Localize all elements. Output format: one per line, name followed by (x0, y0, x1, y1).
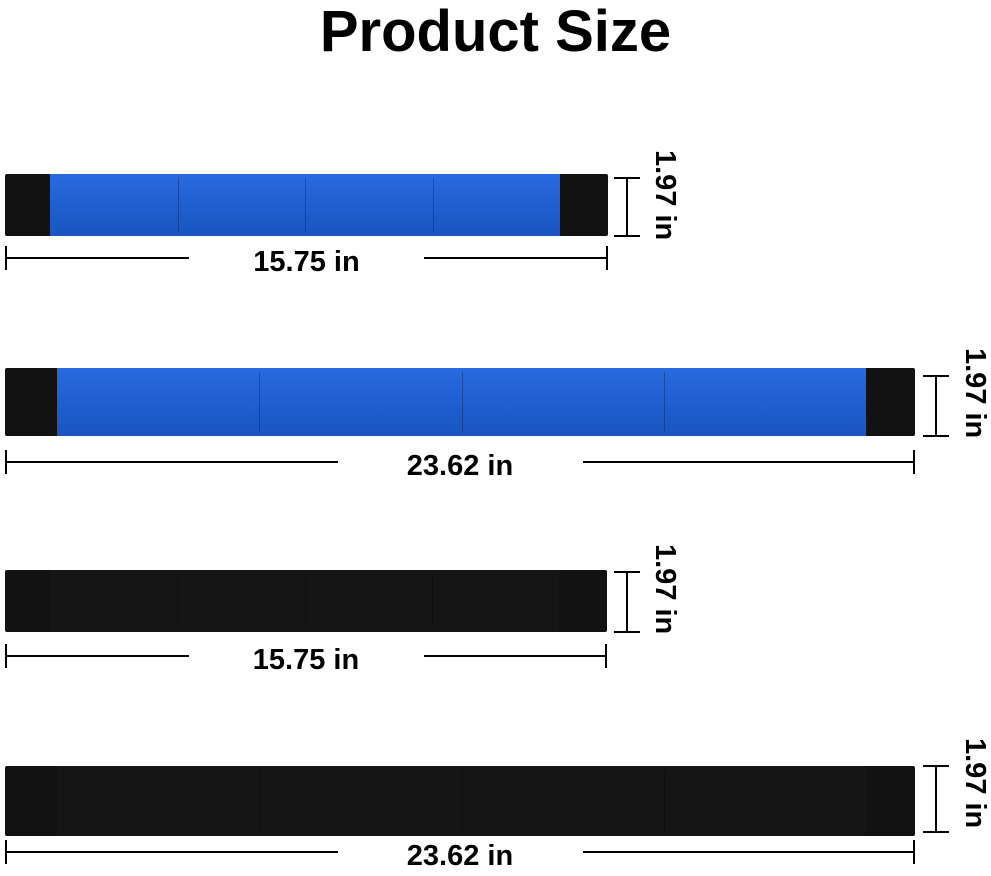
width-tick-top (614, 571, 640, 573)
strap-4 (5, 766, 915, 836)
strap-seam (432, 178, 434, 232)
strap-3 (5, 570, 607, 632)
strap-seam (259, 372, 261, 432)
length-label: 23.62 in (337, 840, 583, 872)
strap-seam (305, 178, 306, 232)
length-tick-left (5, 450, 7, 474)
strap-2 (5, 368, 915, 436)
length-tick-left (5, 840, 7, 864)
strap-seam (461, 372, 463, 432)
strap-seam (259, 770, 261, 832)
strap-center-panel (50, 570, 559, 632)
width-dimension-line (626, 572, 628, 632)
length-tick-right (606, 246, 608, 270)
width-tick-bottom (923, 435, 949, 437)
width-label: 1.97 in (649, 544, 681, 635)
strap-seam (663, 770, 665, 832)
strap-seam (304, 574, 306, 628)
strap-center-panel (50, 174, 560, 236)
width-dimension-line (935, 766, 937, 832)
strap-seam (461, 770, 463, 832)
length-tick-left (5, 644, 7, 668)
length-tick-left (5, 246, 7, 270)
strap-center-panel (57, 766, 866, 836)
strap-center-panel (57, 368, 866, 436)
strap-seam (177, 178, 179, 232)
length-label: 15.75 in (189, 246, 424, 278)
strap-seam (177, 574, 179, 628)
width-label: 1.97 in (959, 348, 991, 439)
strap-seam (431, 574, 433, 628)
width-dimension-line (935, 376, 937, 436)
strap-1 (5, 174, 608, 236)
width-tick-top (923, 375, 949, 377)
length-tick-right (913, 450, 915, 474)
strap-seam (663, 372, 665, 432)
width-tick-bottom (614, 631, 640, 633)
length-tick-right (605, 644, 607, 668)
width-tick-top (614, 177, 640, 179)
length-label: 23.62 in (337, 450, 583, 482)
width-label: 1.97 in (649, 150, 681, 241)
length-label: 15.75 in (188, 644, 424, 676)
length-tick-right (913, 840, 915, 864)
width-tick-top (923, 765, 949, 767)
width-tick-bottom (923, 831, 949, 833)
width-label: 1.97 in (959, 738, 991, 829)
width-dimension-line (626, 178, 628, 236)
page-title: Product Size (319, 0, 672, 64)
width-tick-bottom (614, 235, 640, 237)
